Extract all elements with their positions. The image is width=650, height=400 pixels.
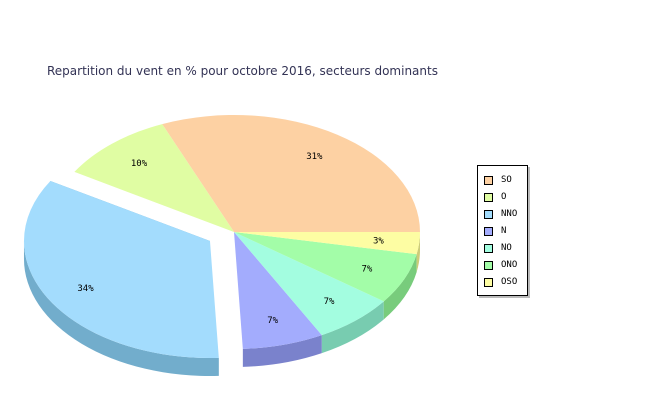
pie-slice-oso [234,232,420,255]
legend-item-no: NO [484,242,512,254]
legend-item-ono: ONO [484,259,517,271]
pie-side-no [321,301,384,354]
pie-side-nno [23,241,219,377]
slice-label-o: 10% [131,159,148,169]
legend-item-o: O [484,191,506,203]
legend-label: NO [501,243,512,253]
chart-title: Repartition du vent en % pour octobre 20… [47,64,438,78]
legend-label: N [501,226,507,236]
legend-swatch [484,192,493,202]
legend: SO O NNO N NO ONO OSO [477,165,528,296]
legend-swatch [484,243,493,253]
legend-swatch [484,277,493,287]
pie-side-oso [416,232,420,273]
slice-label-n: 7% [267,316,278,326]
pie-labels: 31% 10% 34% 7% 7% 7% 3% [77,152,384,326]
legend-swatch [484,226,493,236]
pie-slices [23,115,420,359]
legend-item-so: SO [484,174,512,186]
pie-slice-n [234,232,322,349]
legend-label: NNO [501,209,518,219]
legend-label: OSO [501,277,518,287]
pie-side-n [242,335,322,367]
pie-slice-no [234,232,384,336]
pie-side-ono [383,254,417,320]
legend-swatch [484,209,493,219]
legend-item-n: N [484,225,506,237]
legend-item-nno: NNO [484,208,517,220]
legend-label: SO [501,175,512,185]
pie-slice-so [162,115,420,232]
legend-swatch [484,260,493,270]
pie-slice-nno [23,180,219,359]
slice-label-oso: 3% [373,237,384,247]
slice-label-so: 31% [306,152,323,162]
slice-label-no: 7% [324,297,335,307]
slice-label-ono: 7% [361,265,372,275]
pie-slice-ono [234,232,417,302]
legend-swatch [484,175,493,185]
slice-label-nno: 34% [77,284,94,294]
pie-slice-o [74,124,234,232]
legend-item-oso: OSO [484,276,517,288]
legend-label: ONO [501,260,518,270]
legend-label: O [501,192,507,202]
